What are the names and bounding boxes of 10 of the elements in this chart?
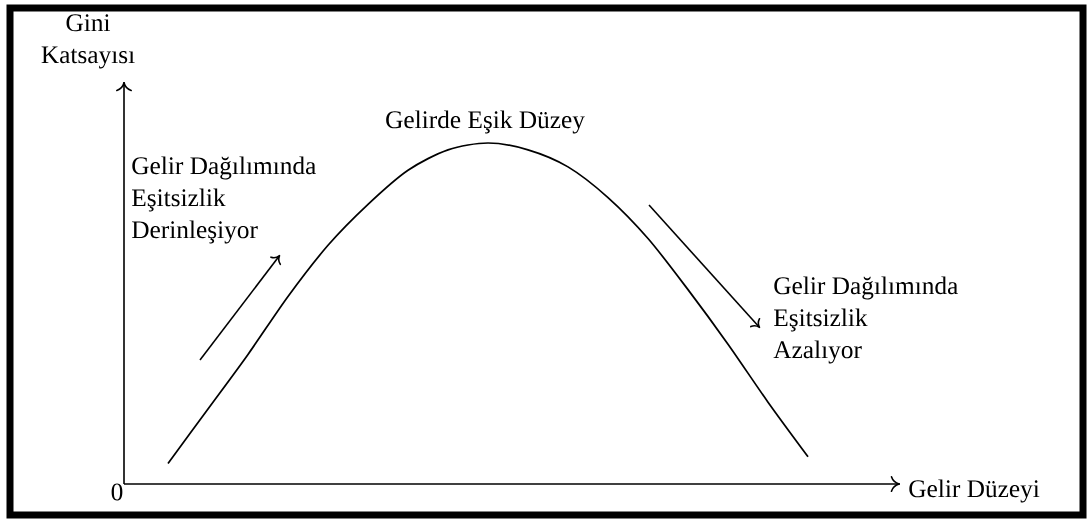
y-axis-title: Gini Katsayısı (41, 14, 135, 69)
annotation: Gelir Dağılımında (774, 276, 958, 300)
annotation: Derinleşiyor (132, 220, 258, 244)
annotation: Azalıyor (773, 340, 862, 364)
annotation: Eşitsizlik (774, 308, 868, 332)
annotation: Gelir Dağılımında (132, 156, 316, 180)
text: 0 (111, 483, 123, 501)
x-axis-title: Gelir Düzeyi (909, 479, 1040, 503)
annotation: Eşitsizlik (132, 188, 226, 212)
text: Gelirde Eşik Düzey (386, 110, 585, 134)
